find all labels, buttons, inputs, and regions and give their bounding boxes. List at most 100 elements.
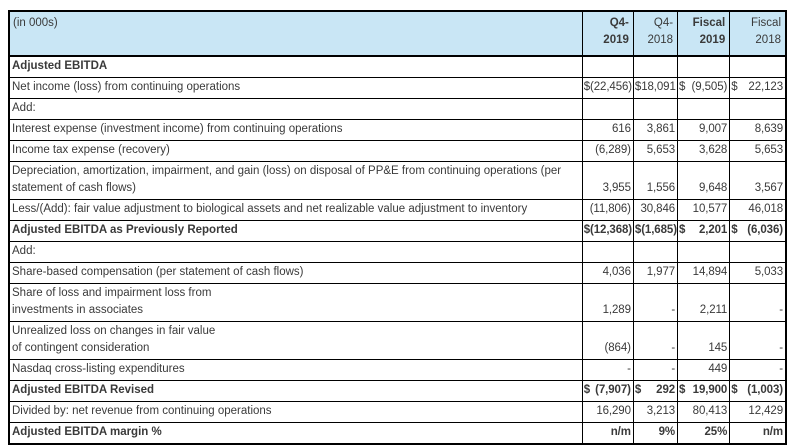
dollar-sign: $ — [583, 224, 590, 236]
value-cell: 30,846 — [632, 199, 679, 221]
cell-value: (22,456) — [590, 81, 633, 93]
row-label-text: Nasdaq cross-listing expenditures — [12, 363, 185, 375]
value-cell: 3,861 — [632, 119, 679, 141]
value-cell: 5,033 — [729, 262, 787, 284]
column-header-line1: Q4- — [609, 17, 629, 29]
column-header-line1: Fiscal — [692, 17, 726, 29]
cell-value: (6,036) — [747, 224, 783, 236]
value-cell — [677, 55, 731, 78]
value-cell: $18,091 — [632, 77, 679, 99]
cell-value: - — [671, 363, 676, 375]
cell-value: 14,894 — [692, 266, 728, 278]
table-row: Interest expense (investment income) fro… — [8, 119, 787, 141]
cell-value: 3,628 — [698, 144, 728, 156]
value-cell: $22,123 — [729, 77, 787, 99]
dollar-sign: $ — [731, 81, 738, 93]
column-header-line2: 2018 — [755, 34, 781, 46]
cell-value: (7,907) — [595, 384, 631, 396]
value-cell: 9,007 — [677, 119, 731, 141]
value-cell: $ (1,685) — [632, 220, 679, 242]
value-cell: 46,018 — [729, 199, 787, 221]
row-label-text-line2: investments in associates — [12, 304, 144, 316]
value-cell: 9% — [632, 422, 679, 445]
row-label-text: Income tax expense (recovery) — [12, 144, 170, 156]
row-label: Adjusted EBITDA — [8, 55, 583, 78]
value-cell — [729, 55, 787, 78]
cell-value: 9,648 — [698, 182, 728, 194]
value-cell: - — [632, 283, 679, 322]
row-label: Add: — [8, 241, 583, 263]
dollar-sign: $ — [634, 224, 642, 236]
row-label-text: Add: — [12, 245, 36, 257]
cell-value: 3,861 — [646, 123, 676, 135]
value-cell — [581, 55, 634, 78]
value-cell: 5,653 — [632, 140, 679, 162]
cell-value: 292 — [656, 384, 676, 396]
value-cell: $ (22,456) — [581, 77, 634, 99]
cell-value: 5,653 — [646, 144, 676, 156]
cell-value: (1,003) — [747, 384, 783, 396]
row-label: Net income (loss) from continuing operat… — [8, 77, 583, 99]
column-header-line1: Q4- — [653, 17, 674, 29]
cell-value: 25% — [704, 426, 728, 438]
table-row: Adjusted EBITDA margin % n/m 9% 25% n/m — [8, 422, 787, 445]
row-label-text: Net income (loss) from continuing operat… — [12, 81, 241, 93]
value-cell: 9,648 — [677, 161, 731, 200]
value-cell: - — [581, 359, 634, 381]
value-cell: - — [729, 283, 787, 322]
cell-value: n/m — [762, 426, 783, 438]
cell-value: 1,289 — [602, 304, 631, 316]
table-row: Adjusted EBITDA Revised $ (7,907) $292 $19,9… — [8, 380, 787, 402]
row-label: Adjusted EBITDA as Previously Reported — [8, 220, 583, 242]
cell-value: 4,036 — [602, 266, 631, 278]
cell-value: 16,290 — [596, 405, 631, 417]
value-cell: 2,211 — [677, 283, 731, 322]
table-row: Adjusted EBITDA as Previously Reported $(… — [8, 220, 787, 242]
value-cell: 8,639 — [729, 119, 787, 141]
value-cell: $ (1,003) — [729, 380, 787, 402]
cell-value: 145 — [708, 342, 728, 354]
value-cell: (864) — [581, 321, 634, 360]
value-cell: $19,900 — [677, 380, 731, 402]
value-cell — [677, 98, 731, 120]
row-label: Share of loss and impairment loss from in… — [8, 283, 583, 322]
cell-value: (11,806) — [589, 203, 631, 215]
cell-value: - — [779, 304, 783, 316]
value-cell — [677, 241, 731, 263]
value-cell: 1,289 — [581, 283, 634, 322]
value-cell: - — [729, 321, 787, 360]
cell-value: - — [779, 363, 783, 375]
cell-value: 19,900 — [692, 384, 728, 396]
row-label-text: Interest expense (investment income) fro… — [12, 123, 343, 135]
value-cell: n/m — [729, 422, 787, 445]
row-label: Nasdaq cross-listing expenditures — [8, 359, 583, 381]
cell-value: - — [671, 342, 676, 354]
column-header-q4-2019: Q4- 2019 — [581, 10, 634, 57]
table-row: Income tax expense (recovery) (6,289) 5,65… — [8, 140, 787, 162]
value-cell: 14,894 — [677, 262, 731, 284]
column-header-line2: 2019 — [603, 34, 629, 46]
cell-value: (12,368) — [590, 224, 633, 236]
value-cell: $ (6,036) — [729, 220, 787, 242]
table-row: Nasdaq cross-listing expenditures - - 449 - — [8, 359, 787, 381]
cell-value: 2,201 — [698, 224, 728, 236]
value-cell: 5,653 — [729, 140, 787, 162]
dollar-sign: $ — [634, 384, 642, 396]
cell-value: - — [627, 363, 631, 375]
value-cell: 4,036 — [581, 262, 634, 284]
cell-value: 616 — [612, 123, 631, 135]
row-label: Less/(Add): fair value adjustment to bio… — [8, 199, 583, 221]
row-label: Divided by: net revenue from continuing … — [8, 401, 583, 423]
cell-value: (9,505) — [691, 81, 728, 93]
value-cell: 449 — [677, 359, 731, 381]
row-label-text: Add: — [12, 102, 36, 114]
value-cell: 1,977 — [632, 262, 679, 284]
cell-value: 30,846 — [640, 203, 676, 215]
table-row: Add: — [8, 98, 787, 120]
value-cell: $292 — [632, 380, 679, 402]
value-cell — [632, 98, 679, 120]
cell-value: (6,289) — [595, 144, 631, 156]
cell-value: 1,556 — [646, 182, 676, 194]
table-row: Less/(Add): fair value adjustment to bio… — [8, 199, 787, 221]
